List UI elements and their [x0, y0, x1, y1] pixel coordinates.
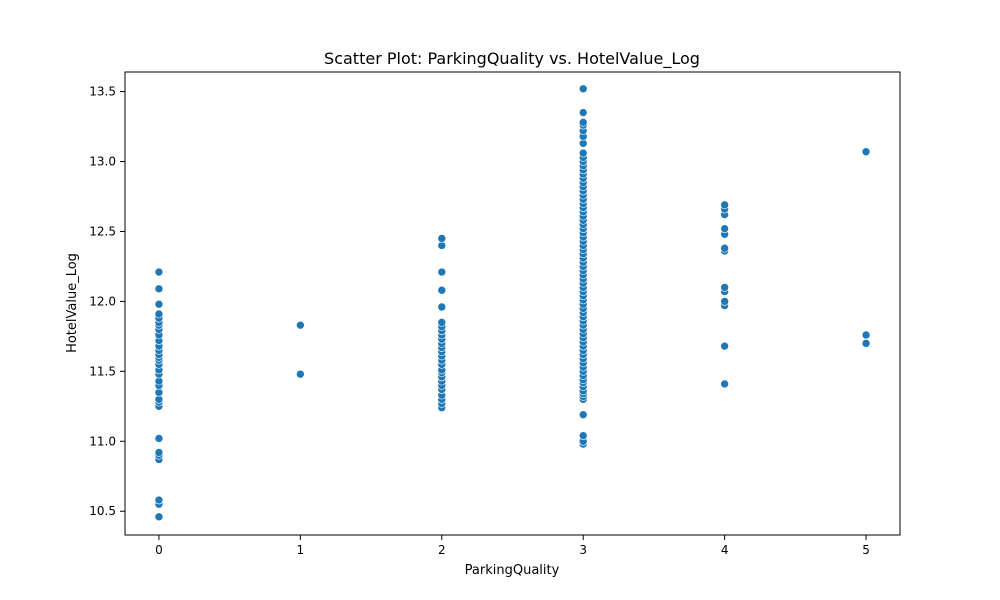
scatter-point [296, 321, 304, 329]
scatter-point [296, 370, 304, 378]
scatter-point [721, 201, 729, 209]
scatter-point [721, 297, 729, 305]
scatter-point [579, 118, 587, 126]
scatter-point [721, 225, 729, 233]
points-layer [155, 85, 870, 521]
scatter-point [155, 285, 163, 293]
scatter-point [438, 303, 446, 311]
scatter-point [579, 411, 587, 419]
x-tick-label: 3 [579, 543, 587, 557]
scatter-point [862, 148, 870, 156]
y-tick-label: 12.0 [89, 294, 116, 308]
x-tick-label: 2 [438, 543, 446, 557]
y-tick-label: 13.0 [89, 155, 116, 169]
x-tick-label: 0 [155, 543, 163, 557]
x-tick-label: 5 [862, 543, 870, 557]
scatter-point [155, 513, 163, 521]
y-axis-label: HotelValue_Log [65, 253, 80, 353]
x-axis-ticks: 0 1 2 3 4 5 [155, 535, 870, 557]
scatter-point [155, 434, 163, 442]
y-tick-label: 13.5 [89, 85, 116, 99]
scatter-point [862, 339, 870, 347]
scatter-point [721, 244, 729, 252]
y-axis-ticks: 10.5 11.0 11.5 12.0 12.5 13.0 13.5 [89, 85, 125, 519]
scatter-point [438, 234, 446, 242]
plot-frame [125, 72, 900, 535]
x-tick-label: 1 [297, 543, 305, 557]
chart-title: Scatter Plot: ParkingQuality vs. HotelVa… [324, 49, 700, 69]
scatter-point [155, 300, 163, 308]
scatter-point [579, 149, 587, 157]
scatter-point [862, 331, 870, 339]
scatter-point [438, 286, 446, 294]
y-tick-label: 11.0 [89, 434, 116, 448]
x-axis-label: ParkingQuality [465, 563, 560, 578]
scatter-point [721, 283, 729, 291]
scatter-point [438, 268, 446, 276]
x-tick-label: 4 [721, 543, 729, 557]
scatter-point [155, 310, 163, 318]
scatter-point [155, 268, 163, 276]
scatter-point [579, 109, 587, 117]
scatter-point [721, 380, 729, 388]
y-tick-label: 12.5 [89, 224, 116, 238]
scatter-point [155, 448, 163, 456]
y-tick-label: 11.5 [89, 364, 116, 378]
scatter-point [579, 432, 587, 440]
y-tick-label: 10.5 [89, 504, 116, 518]
scatter-point [438, 318, 446, 326]
scatter-point [721, 342, 729, 350]
scatter-point [155, 496, 163, 504]
scatter-point [579, 85, 587, 93]
